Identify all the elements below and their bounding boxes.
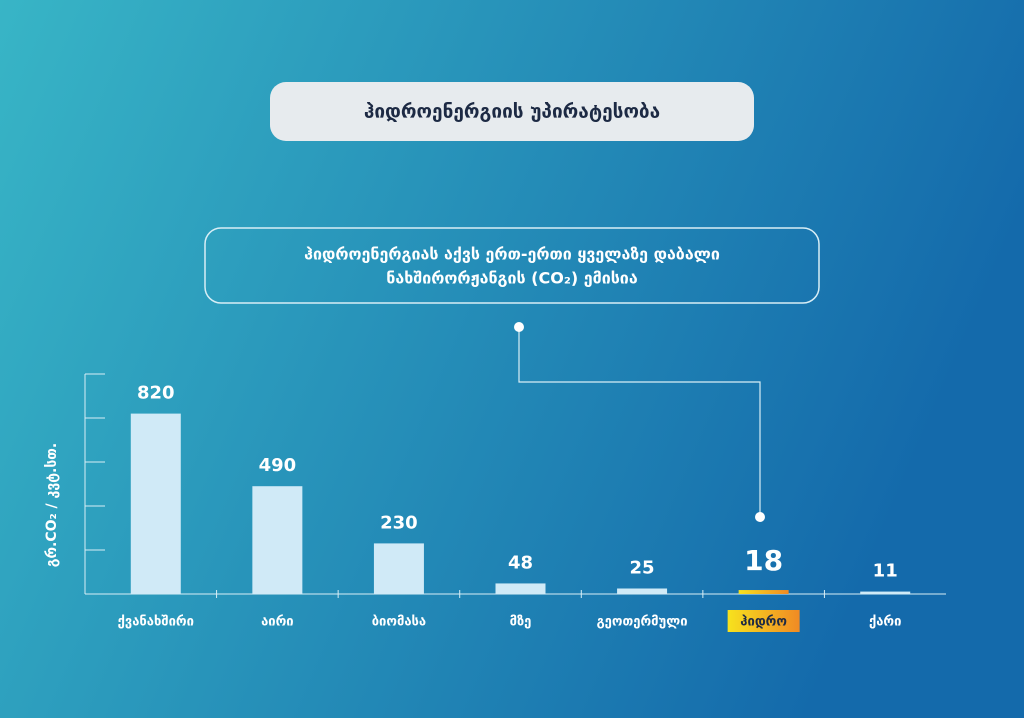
bar [738, 590, 789, 594]
bar [495, 583, 546, 594]
data-label: 490 [259, 455, 297, 476]
x-tick-label: ჰიდრო [740, 615, 787, 630]
x-tick-label: მზე [510, 615, 532, 630]
x-tick-label: აირი [261, 615, 294, 630]
bar [860, 591, 911, 594]
pointer-dot [755, 512, 765, 522]
data-label: 48 [508, 552, 533, 573]
data-label: 230 [380, 512, 418, 533]
callout-box [204, 227, 820, 304]
data-label: 820 [137, 383, 175, 404]
pointer-dot [514, 322, 524, 332]
bar [617, 588, 668, 594]
bar [252, 486, 303, 594]
x-tick-label: ქვანახშირი [118, 615, 194, 630]
data-label: 18 [744, 544, 783, 577]
callout-text: ნახშირორჟანგის (CO₂) ემისია [386, 269, 638, 288]
data-label: 11 [873, 561, 898, 582]
chart-title: ჰიდროენერგიის უპირატესობა [364, 101, 660, 123]
callout-text: ჰიდროენერგიას აქვს ერთ-ერთი ყველაზე დაბა… [304, 245, 720, 264]
callout-pointer [518, 327, 761, 517]
title-box [270, 82, 754, 141]
bar [373, 543, 424, 594]
data-label: 25 [630, 558, 655, 579]
category-highlight [727, 610, 800, 632]
x-tick-label: გეოთერმული [597, 615, 688, 630]
bar [130, 413, 181, 594]
x-tick-label: ბიომასა [372, 615, 426, 630]
x-tick-label: ქარი [869, 615, 902, 630]
y-axis-label: გრ.CO₂ / კვტ.სთ. [44, 443, 60, 567]
